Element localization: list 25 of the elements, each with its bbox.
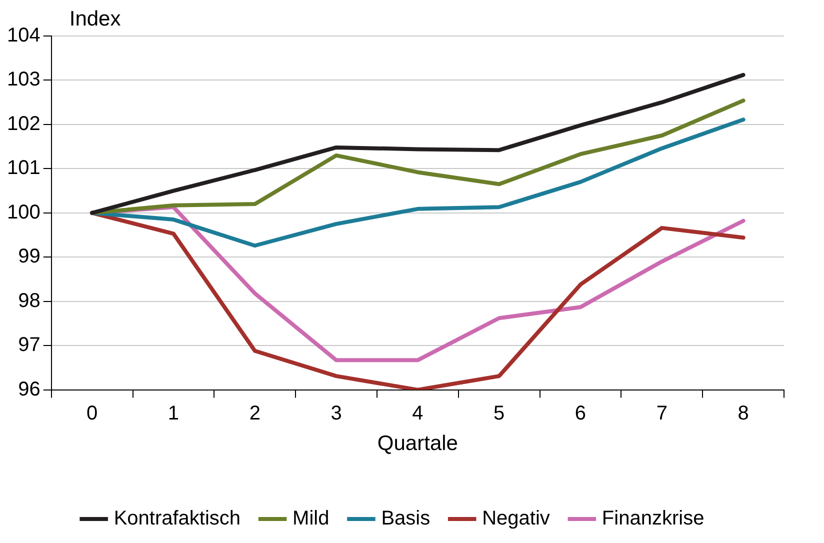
legend-label: Mild <box>292 508 330 530</box>
y-axis-title: Index <box>69 7 122 30</box>
legend-label: Kontrafaktisch <box>114 508 241 530</box>
x-tick-label: 7 <box>656 402 668 424</box>
x-tick-label: 2 <box>249 402 260 424</box>
y-tick-label: 98 <box>18 290 40 312</box>
y-tick-label: 101 <box>6 157 40 180</box>
y-tick-label: 100 <box>6 201 40 224</box>
y-tick-label: 103 <box>6 68 40 91</box>
x-tick-label: 5 <box>494 402 505 424</box>
y-tick-label: 97 <box>18 334 40 356</box>
x-tick-label: 4 <box>412 402 424 424</box>
legend-label: Finanzkrise <box>602 508 704 530</box>
x-tick-label: 0 <box>86 402 98 424</box>
y-tick-label: 99 <box>18 246 40 268</box>
y-tick-label: 102 <box>6 112 40 135</box>
y-tick-label: 96 <box>18 378 40 400</box>
x-tick-label: 3 <box>330 402 342 424</box>
legend-label: Negativ <box>482 508 550 530</box>
y-tick-label: 104 <box>6 24 40 47</box>
x-tick-label: 6 <box>574 402 586 424</box>
x-tick-label: 1 <box>168 402 180 424</box>
x-tick-label: 8 <box>738 402 749 424</box>
x-axis-title: Quartale <box>377 432 458 456</box>
legend-label: Basis <box>381 508 430 530</box>
